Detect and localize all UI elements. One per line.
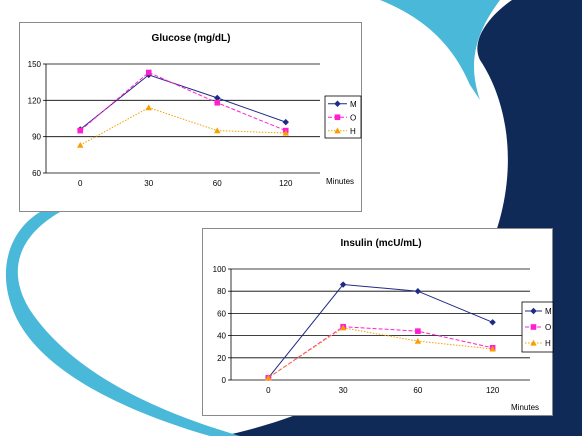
glucose-line-H bbox=[80, 107, 286, 146]
glucose-point-M bbox=[282, 118, 289, 126]
glucose-ytick-label: 120 bbox=[28, 96, 42, 105]
glucose-line-O bbox=[79, 71, 286, 132]
insulin-ytick-label: 80 bbox=[217, 287, 226, 296]
insulin-ytick-label: 60 bbox=[217, 309, 226, 318]
insulin-point-M bbox=[339, 281, 347, 288]
insulin-series-H bbox=[265, 324, 496, 381]
glucose-series-H bbox=[77, 104, 289, 148]
glucose-title: Glucose (mg/dL) bbox=[152, 33, 231, 44]
glucose-legend-marker-O bbox=[334, 114, 341, 121]
insulin-legend-label-O: O bbox=[545, 323, 551, 332]
insulin-series-O bbox=[265, 323, 496, 381]
glucose-xlabel: Minutes bbox=[326, 177, 354, 186]
insulin-point-H bbox=[489, 345, 496, 352]
glucose-point-H bbox=[214, 127, 221, 134]
glucose-point-O bbox=[145, 69, 152, 76]
glucose-legend-label-H: H bbox=[350, 127, 356, 136]
insulin-legend-marker-H bbox=[530, 339, 537, 346]
cyan-swoosh-left bbox=[5, 212, 240, 436]
insulin-ytick-label: 0 bbox=[222, 376, 227, 385]
glucose-point-O bbox=[214, 99, 221, 106]
glucose-ytick-label: 60 bbox=[32, 169, 41, 178]
insulin-point-M bbox=[414, 288, 422, 295]
insulin-xtick-label: 60 bbox=[413, 386, 422, 395]
insulin-legend: MOH bbox=[521, 301, 554, 353]
insulin-legend-marker-M bbox=[530, 307, 537, 315]
insulin-series-M bbox=[265, 281, 496, 381]
insulin-chart: Insulin (mcU/mL) 0 20 40 60 80 100 0 30 60 120 Minu… bbox=[213, 238, 554, 412]
insulin-point-M bbox=[489, 319, 496, 326]
glucose-point-M bbox=[214, 94, 221, 102]
glucose-legend-marker-M bbox=[334, 100, 341, 107]
insulin-chart-panel: Insulin (mcU/mL) 0 20 40 60 80 100 0 30 60 120 Minu… bbox=[202, 228, 554, 416]
insulin-line-M bbox=[267, 284, 493, 379]
glucose-legend: MOH bbox=[324, 95, 362, 139]
glucose-legend-marker-H bbox=[334, 127, 341, 134]
glucose-xtick-label: 0 bbox=[78, 179, 83, 188]
insulin-xtick-label: 0 bbox=[266, 386, 271, 395]
glucose-point-H bbox=[145, 104, 152, 111]
insulin-point-H bbox=[414, 337, 422, 344]
glucose-legend-label-M: M bbox=[350, 100, 357, 109]
glucose-xtick-label: 120 bbox=[279, 179, 293, 188]
insulin-ytick-label: 40 bbox=[217, 332, 226, 341]
cyan-swoosh bbox=[380, 0, 500, 100]
insulin-point-O bbox=[415, 328, 421, 334]
glucose-xtick-label: 30 bbox=[144, 179, 153, 188]
glucose-xtick-label: 60 bbox=[213, 179, 222, 188]
glucose-series-O bbox=[77, 69, 289, 134]
insulin-legend-marker-O bbox=[530, 324, 537, 330]
insulin-xlabel: Minutes bbox=[511, 403, 539, 412]
insulin-point-H bbox=[265, 374, 272, 381]
insulin-xtick-label: 120 bbox=[486, 386, 500, 395]
insulin-title: Insulin (mcU/mL) bbox=[340, 238, 421, 249]
insulin-ytick-label: 20 bbox=[217, 354, 226, 363]
glucose-series-M bbox=[77, 71, 289, 133]
glucose-legend-label-O: O bbox=[350, 113, 356, 122]
glucose-chart-panel: Glucose (mg/dL) 60 90 120 150 0 30 60 120 Minutes… bbox=[19, 22, 362, 212]
glucose-chart: Glucose (mg/dL) 60 90 120 150 0 30 60 120 Minutes… bbox=[28, 33, 362, 188]
insulin-legend-label-M: M bbox=[545, 307, 552, 316]
glucose-point-H bbox=[282, 129, 289, 136]
glucose-ytick-label: 90 bbox=[32, 133, 41, 142]
insulin-legend-label-H: H bbox=[545, 339, 551, 348]
glucose-line-M bbox=[79, 74, 286, 130]
glucose-point-H bbox=[77, 141, 84, 148]
insulin-xtick-label: 30 bbox=[339, 386, 348, 395]
glucose-ytick-label: 150 bbox=[28, 60, 42, 69]
insulin-line-O bbox=[268, 326, 493, 379]
insulin-point-H bbox=[339, 324, 347, 331]
insulin-ytick-label: 100 bbox=[213, 265, 227, 274]
glucose-point-O bbox=[77, 127, 84, 134]
